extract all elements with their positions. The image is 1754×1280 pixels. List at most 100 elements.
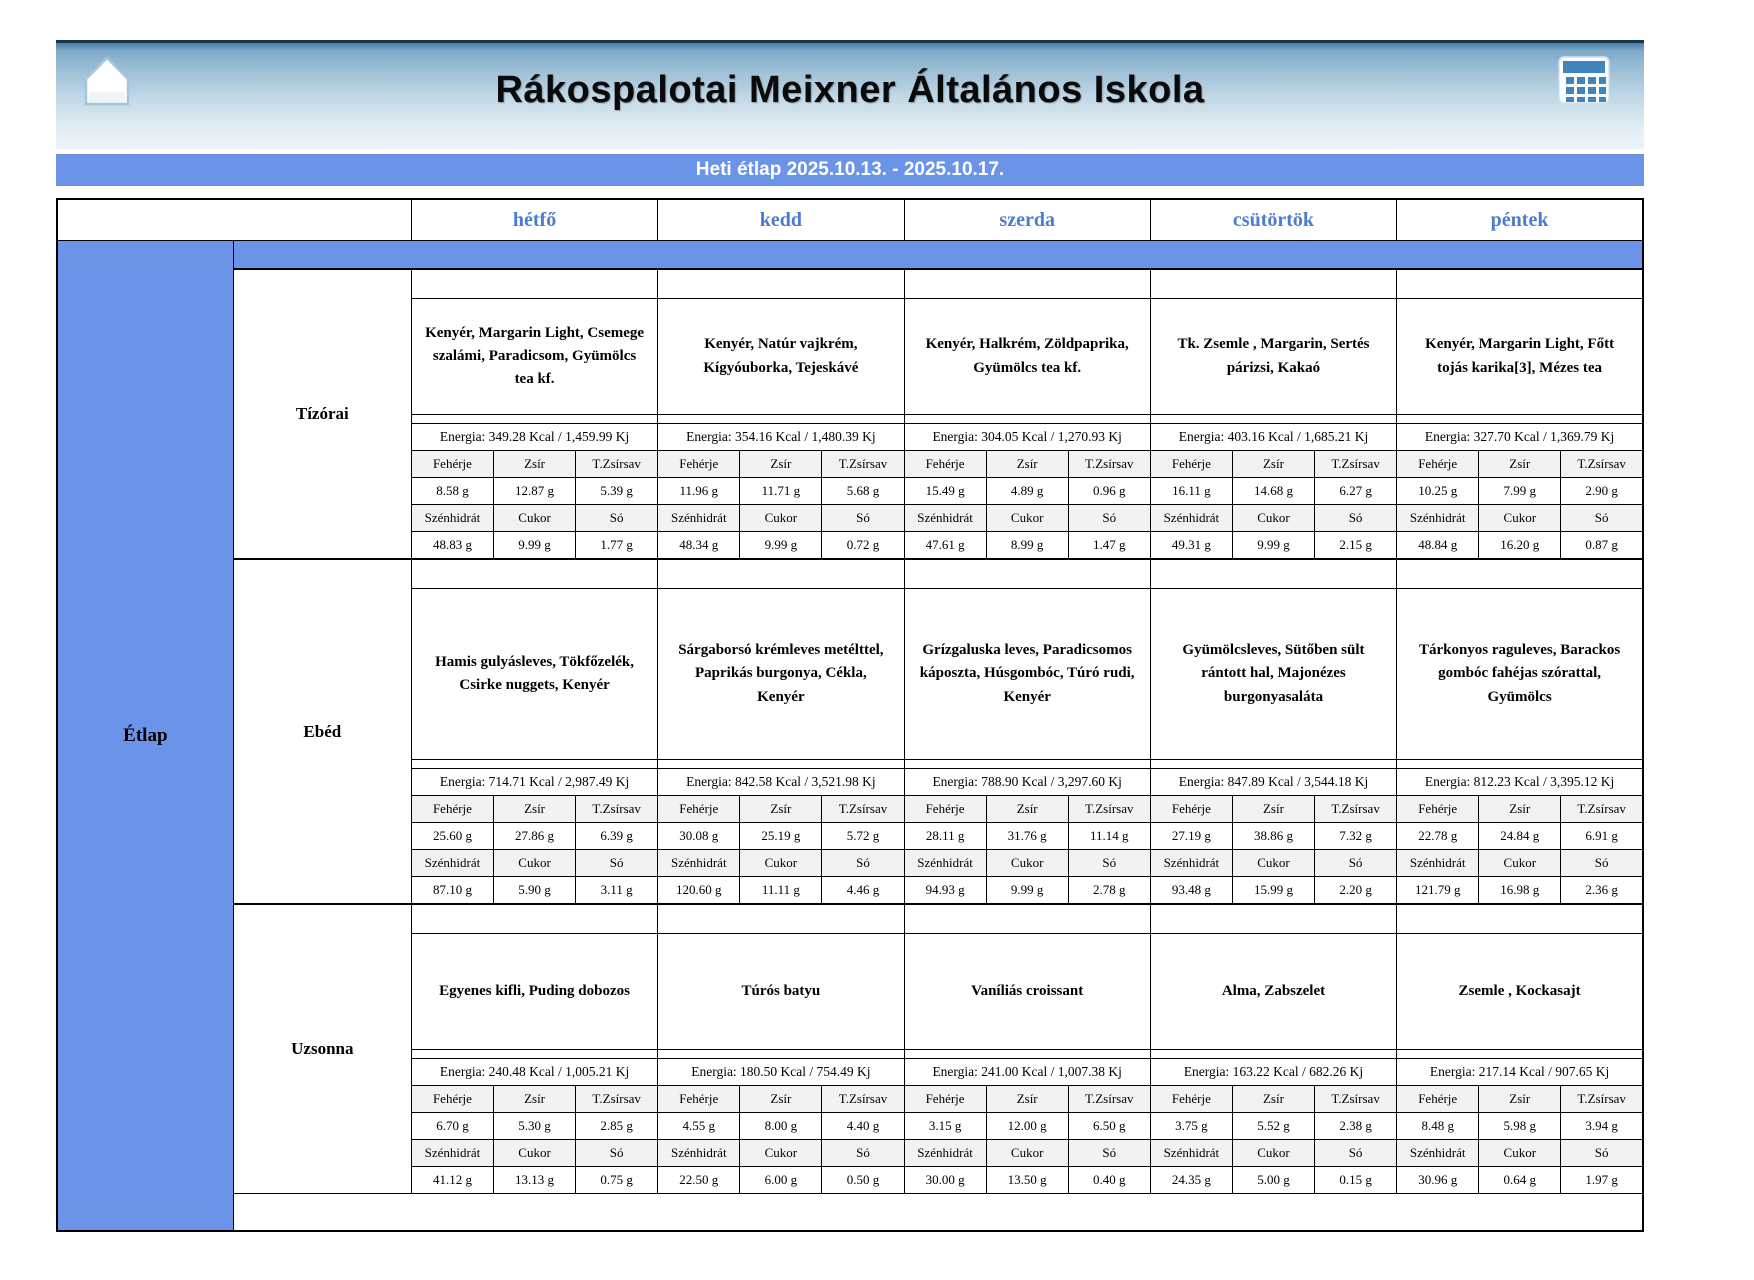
nutrient-header-cell: Fehérje: [1149, 1085, 1233, 1113]
nutrient-value-cell: 6.70 g: [410, 1112, 495, 1140]
nutrient-value-cell: 31.76 g: [985, 822, 1069, 850]
nutrient-value-cell: 14.68 g: [1231, 477, 1316, 505]
nutrient-header-cell: Cukor: [492, 849, 577, 877]
calendar-icon[interactable]: [1558, 54, 1610, 106]
spacer-cell: [1396, 903, 1644, 934]
nutrient-value-cell: 1.47 g: [1067, 531, 1151, 560]
gap-cell: [657, 414, 905, 424]
meal-cell: Hamis gulyásleves, Tökfőzelék, Csirke nu…: [410, 588, 659, 760]
nutrient-value-cell: 4.89 g: [985, 477, 1069, 505]
nutrient-value-cell: 8.00 g: [739, 1112, 823, 1140]
nutrient-value-cell: 27.86 g: [492, 822, 577, 850]
nutrient-header-cell: Fehérje: [657, 795, 741, 823]
meal-cell: Alma, Zabszelet: [1149, 933, 1398, 1050]
nutrient-header-cell: T.Zsírsav: [1314, 795, 1398, 823]
spacer-cell: [657, 268, 905, 299]
day-header-kedd: kedd: [657, 198, 905, 241]
day-header-hetfo: hétfő: [410, 198, 659, 241]
nutrient-header-cell: T.Zsírsav: [1560, 450, 1644, 478]
nutrient-header-cell: Só: [575, 1139, 659, 1167]
nutrient-value-cell: 30.00 g: [903, 1166, 987, 1194]
nutrient-value-cell: 4.55 g: [657, 1112, 741, 1140]
nutrient-header-cell: Fehérje: [1396, 1085, 1480, 1113]
nutrient-value-cell: 2.36 g: [1560, 876, 1644, 905]
nutrient-value-cell: 8.58 g: [410, 477, 495, 505]
nutrient-value-cell: 30.96 g: [1396, 1166, 1480, 1194]
nutrient-header-cell: Szénhidrát: [410, 1139, 495, 1167]
nutrient-header-cell: Zsír: [739, 1085, 823, 1113]
nutrient-value-cell: 7.99 g: [1478, 477, 1562, 505]
nutrient-header-cell: Fehérje: [657, 450, 741, 478]
nutrient-value-cell: 25.19 g: [739, 822, 823, 850]
meal-cell: Grízgaluska leves, Paradicsomos káposzta…: [903, 588, 1151, 760]
meal-cell: Kenyér, Halkrém, Zöldpaprika, Gyümölcs t…: [903, 298, 1151, 415]
energia-cell: Energia: 304.05 Kcal / 1,270.93 Kj: [903, 423, 1151, 451]
nutrient-header-cell: Cukor: [1231, 504, 1316, 532]
nutrient-value-cell: 2.90 g: [1560, 477, 1644, 505]
nutrient-value-cell: 6.50 g: [1067, 1112, 1151, 1140]
nutrient-value-cell: 87.10 g: [410, 876, 495, 905]
nutrient-value-cell: 5.39 g: [575, 477, 659, 505]
nutrient-value-cell: 3.11 g: [575, 876, 659, 905]
section-label-ebed: Ebéd: [232, 558, 412, 905]
nutrient-value-cell: 3.15 g: [903, 1112, 987, 1140]
nutrient-header-cell: Cukor: [985, 1139, 1069, 1167]
gap-cell: [903, 414, 1151, 424]
energia-cell: Energia: 842.58 Kcal / 3,521.98 Kj: [657, 768, 905, 796]
nutrient-header-cell: Zsír: [492, 450, 577, 478]
nutrient-header-cell: T.Zsírsav: [1560, 795, 1644, 823]
nutrient-header-cell: Cukor: [739, 849, 823, 877]
nutrient-value-cell: 11.11 g: [739, 876, 823, 905]
section-label-tizorai: Tízórai: [232, 268, 412, 560]
nutrient-header-cell: Só: [821, 504, 905, 532]
nutrient-value-cell: 30.08 g: [657, 822, 741, 850]
nutrient-value-cell: 5.98 g: [1478, 1112, 1562, 1140]
nutrient-header-cell: Zsír: [492, 1085, 577, 1113]
gap-cell: [1149, 414, 1398, 424]
nutrient-header-cell: Zsír: [1478, 795, 1562, 823]
nutrient-header-cell: Só: [1067, 849, 1151, 877]
nutrient-value-cell: 5.68 g: [821, 477, 905, 505]
nutrient-header-cell: Cukor: [985, 849, 1069, 877]
spacer-cell: [1149, 268, 1398, 299]
nutrient-header-cell: Szénhidrát: [1149, 1139, 1233, 1167]
nutrient-header-cell: Só: [1560, 1139, 1644, 1167]
nutrient-header-cell: Fehérje: [903, 1085, 987, 1113]
nutrient-value-cell: 6.91 g: [1560, 822, 1644, 850]
nutrient-header-cell: T.Zsírsav: [575, 450, 659, 478]
nutrient-value-cell: 27.19 g: [1149, 822, 1233, 850]
gap-cell: [1149, 1049, 1398, 1059]
nutrient-value-cell: 13.50 g: [985, 1166, 1069, 1194]
nutrient-value-cell: 13.13 g: [492, 1166, 577, 1194]
nutrient-value-cell: 24.84 g: [1478, 822, 1562, 850]
nutrient-header-cell: Zsír: [739, 450, 823, 478]
energia-cell: Energia: 714.71 Kcal / 2,987.49 Kj: [410, 768, 659, 796]
nutrient-header-cell: Szénhidrát: [657, 849, 741, 877]
nutrient-header-cell: Só: [1560, 504, 1644, 532]
week-banner: Heti étlap 2025.10.13. - 2025.10.17.: [56, 154, 1644, 186]
nutrient-value-cell: 121.79 g: [1396, 876, 1480, 905]
nutrient-value-cell: 93.48 g: [1149, 876, 1233, 905]
spacer-cell: [903, 558, 1151, 589]
week-title: Heti étlap 2025.10.13. - 2025.10.17.: [695, 159, 1005, 180]
meal-cell: Túrós batyu: [657, 933, 905, 1050]
nutrient-header-cell: Cukor: [1478, 1139, 1562, 1167]
energia-cell: Energia: 354.16 Kcal / 1,480.39 Kj: [657, 423, 905, 451]
energia-cell: Energia: 240.48 Kcal / 1,005.21 Kj: [410, 1058, 659, 1086]
nutrient-header-cell: Fehérje: [657, 1085, 741, 1113]
energia-cell: Energia: 217.14 Kcal / 907.65 Kj: [1396, 1058, 1644, 1086]
nutrient-header-cell: Cukor: [1231, 1139, 1316, 1167]
nutrient-value-cell: 9.99 g: [1231, 531, 1316, 560]
nutrient-value-cell: 11.96 g: [657, 477, 741, 505]
nutrient-value-cell: 16.98 g: [1478, 876, 1562, 905]
nutrient-header-cell: Só: [1314, 1139, 1398, 1167]
spacer-cell: [410, 558, 659, 589]
nutrient-header-cell: Szénhidrát: [410, 504, 495, 532]
nutrient-header-cell: Szénhidrát: [1396, 1139, 1480, 1167]
gap-cell: [657, 1049, 905, 1059]
spacer-cell: [657, 903, 905, 934]
home-icon[interactable]: [84, 56, 130, 106]
nutrient-value-cell: 5.90 g: [492, 876, 577, 905]
nutrient-header-cell: Szénhidrát: [903, 1139, 987, 1167]
nutrient-value-cell: 9.99 g: [492, 531, 577, 560]
